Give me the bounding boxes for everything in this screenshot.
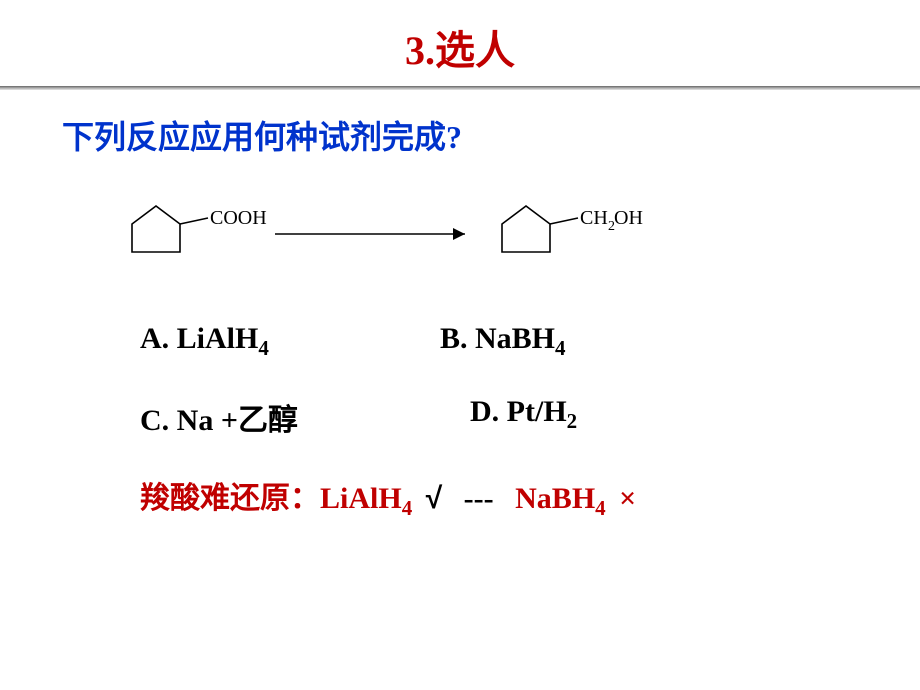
option-b: B. NaBH4 bbox=[440, 322, 566, 361]
question-text: 下列反应应用何种试剂完成? bbox=[62, 112, 920, 158]
option-c-tail: 乙醇 bbox=[238, 404, 298, 437]
option-d-sub: 2 bbox=[567, 409, 578, 433]
option-d-text: D. Pt/H bbox=[470, 395, 567, 428]
title-divider bbox=[0, 86, 920, 90]
options-row-1: A. LiAlH4 B. NaBH4 bbox=[140, 322, 920, 361]
option-a-sub: 4 bbox=[258, 336, 269, 360]
option-b-sub: 4 bbox=[555, 336, 566, 360]
answer-reagent1: LiAlH bbox=[320, 482, 402, 515]
reactant-structure: COOH bbox=[110, 194, 270, 274]
answer-cross: × bbox=[619, 482, 636, 515]
option-d: D. Pt/H2 bbox=[470, 395, 577, 439]
option-a: A. LiAlH4 bbox=[140, 322, 440, 361]
answer-prefix: 羧酸难还原： bbox=[140, 482, 320, 515]
reaction-arrow bbox=[270, 214, 480, 254]
options-block: A. LiAlH4 B. NaBH4 C. Na +乙醇 D. Pt/H2 bbox=[140, 322, 920, 439]
answer-line: 羧酸难还原：LiAlH4 √ --- NaBH4 × bbox=[140, 473, 920, 521]
options-row-2: C. Na +乙醇 D. Pt/H2 bbox=[140, 395, 920, 439]
slide-title: 3.选人 bbox=[0, 0, 920, 86]
title-text: 3.选人 bbox=[405, 28, 515, 73]
reactant-label: COOH bbox=[210, 207, 267, 229]
answer-dash: --- bbox=[464, 482, 494, 515]
option-c: C. Na +乙醇 bbox=[140, 395, 440, 439]
answer-reagent2: NaBH bbox=[515, 482, 595, 515]
product-label-ch: CH bbox=[580, 207, 608, 229]
answer-reagent1-sub: 4 bbox=[402, 496, 413, 520]
answer-check: √ bbox=[426, 482, 442, 515]
product-structure: CH 2 OH bbox=[480, 194, 660, 274]
option-c-text: C. Na + bbox=[140, 404, 238, 437]
reaction-scheme: COOH CH 2 OH bbox=[110, 194, 920, 274]
product-label-oh: OH bbox=[614, 207, 643, 229]
question-content: 下列反应应用何种试剂完成? bbox=[62, 119, 462, 155]
option-a-text: A. LiAlH bbox=[140, 322, 258, 355]
answer-reagent2-sub: 4 bbox=[595, 496, 606, 520]
option-b-text: B. NaBH bbox=[440, 322, 555, 355]
